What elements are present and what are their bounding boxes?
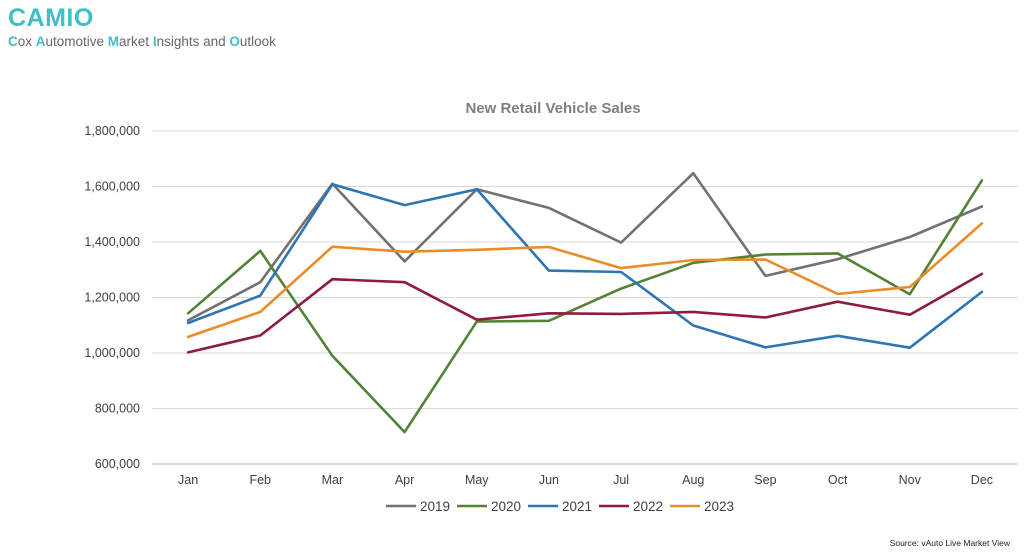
x-tick-label: Dec [971,473,993,487]
subtitle-cap-c: C [8,34,18,49]
subtitle-cap-m: M [107,34,120,49]
x-tick-label: Sep [754,473,776,487]
series-line-2021 [186,183,984,350]
subtitle-cap-a: A [35,34,46,49]
x-tick-label: Feb [249,473,271,487]
subtitle-cap-o: O [229,34,240,49]
subtitle-rest-c: ox [17,34,36,49]
y-tick-label: 1,400,000 [84,235,140,249]
x-tick-label: Apr [395,473,414,487]
chart-title: New Retail Vehicle Sales [465,100,640,117]
x-tick-label: Nov [899,473,922,487]
series-line-2022 [186,272,984,354]
series-line-2023 [186,222,984,339]
legend-label: 2020 [491,499,521,514]
brand-subtitle: Cox Automotive Market Insights and Outlo… [8,34,276,49]
x-tick-label: Jun [539,473,559,487]
legend: 2019 2020 2021 2022 2023 [386,499,734,514]
x-tick-label: Jul [613,473,629,487]
x-axis: Jan Feb Mar Apr May Jun Jul Aug Sep Oct Nov Dec [178,473,993,487]
legend-label: 2023 [704,499,734,514]
brand-header: CAMIO Cox Automotive Market Insights and… [8,4,276,49]
legend-label: 2019 [420,499,450,514]
subtitle-cap-i: I [152,34,157,49]
y-tick-label: 1,600,000 [84,180,140,194]
subtitle-rest-o: utlook [239,34,276,49]
y-tick-label: 1,200,000 [84,291,140,305]
x-tick-label: Jan [178,473,198,487]
y-tick-label: 1,800,000 [84,124,140,138]
y-axis: 600,000 800,000 1,000,000 1,200,000 1,400,00… [84,124,140,471]
legend-label: 2021 [562,499,592,514]
source-note: Source: vAuto Live Market View [889,538,1010,548]
legend-label: 2022 [633,499,663,514]
y-tick-label: 1,000,000 [84,346,140,360]
series-lines [186,171,984,434]
x-tick-label: Aug [682,473,704,487]
subtitle-rest-m: arket [119,34,153,49]
subtitle-rest-i: nsights and [156,34,230,49]
y-tick-label: 800,000 [95,402,140,416]
y-tick-label: 600,000 [95,457,140,471]
series-line-2020 [186,179,984,434]
brand-title: CAMIO [8,4,94,32]
x-tick-label: Mar [322,473,344,487]
gridlines [152,130,1018,465]
x-tick-label: Oct [828,473,848,487]
x-tick-label: May [465,473,489,487]
series-line-2019 [186,171,984,322]
subtitle-rest-a: utomotive [45,34,108,49]
